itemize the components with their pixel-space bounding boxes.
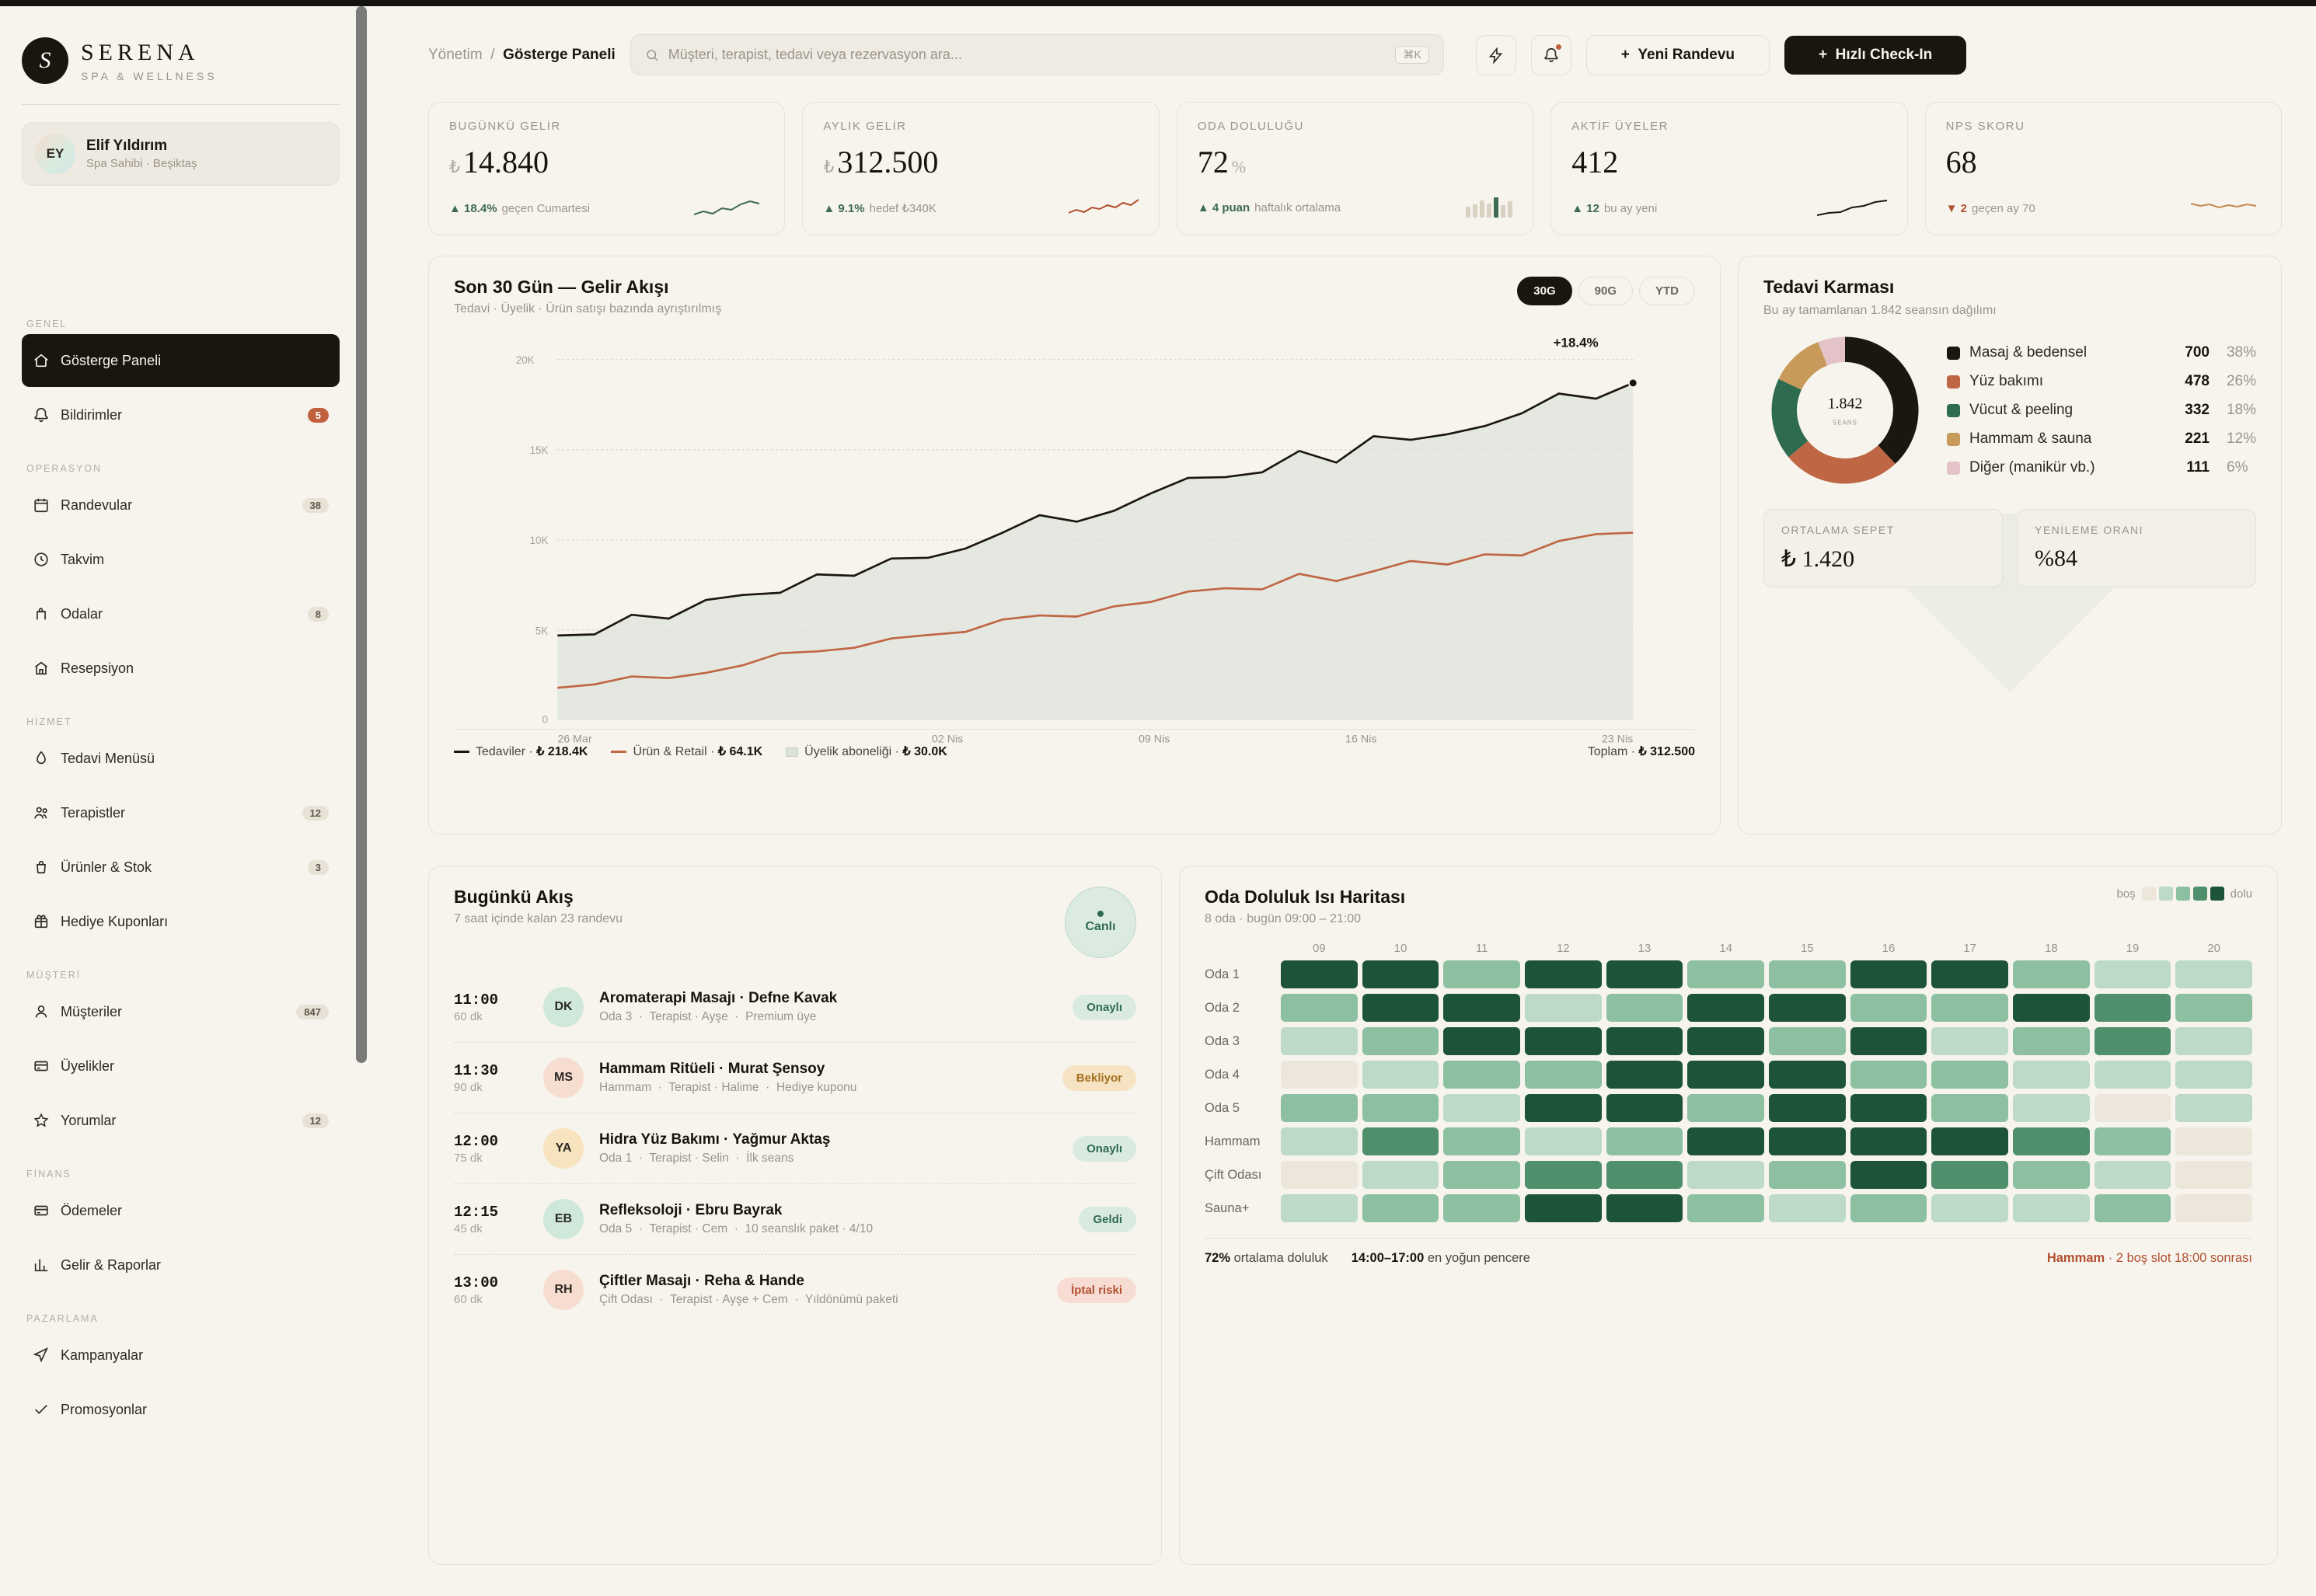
svg-text:20K: 20K	[516, 354, 535, 366]
svg-text:02 Nis: 02 Nis	[932, 734, 963, 746]
svg-text:23 Nis: 23 Nis	[1602, 734, 1633, 746]
svg-text:0: 0	[542, 714, 548, 726]
svg-text:5K: 5K	[535, 625, 548, 636]
svg-text:SEANS: SEANS	[1833, 419, 1857, 426]
svg-text:1.842: 1.842	[1828, 395, 1863, 412]
svg-text:10K: 10K	[530, 535, 549, 546]
svg-text:09 Nis: 09 Nis	[1139, 734, 1170, 746]
svg-text:26 Mar: 26 Mar	[557, 734, 592, 746]
svg-text:15K: 15K	[530, 444, 549, 456]
svg-text:+18.4%: +18.4%	[1554, 336, 1599, 350]
svg-text:16 Nis: 16 Nis	[1345, 734, 1376, 746]
